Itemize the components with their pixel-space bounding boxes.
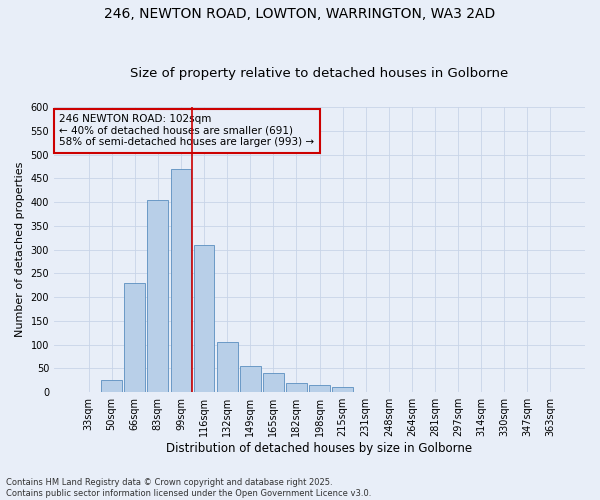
- Bar: [148, 200, 168, 392]
- Y-axis label: Number of detached properties: Number of detached properties: [15, 162, 25, 338]
- Text: Contains HM Land Registry data © Crown copyright and database right 2025.
Contai: Contains HM Land Registry data © Crown c…: [6, 478, 371, 498]
- Text: 246, NEWTON ROAD, LOWTON, WARRINGTON, WA3 2AD: 246, NEWTON ROAD, LOWTON, WARRINGTON, WA…: [104, 8, 496, 22]
- Bar: [101, 380, 122, 392]
- Bar: [217, 342, 238, 392]
- X-axis label: Distribution of detached houses by size in Golborne: Distribution of detached houses by size …: [166, 442, 473, 455]
- Title: Size of property relative to detached houses in Golborne: Size of property relative to detached ho…: [130, 66, 509, 80]
- Bar: [170, 169, 191, 392]
- Bar: [240, 366, 260, 392]
- Bar: [309, 385, 330, 392]
- Bar: [194, 245, 214, 392]
- Text: 246 NEWTON ROAD: 102sqm
← 40% of detached houses are smaller (691)
58% of semi-d: 246 NEWTON ROAD: 102sqm ← 40% of detache…: [59, 114, 314, 148]
- Bar: [263, 373, 284, 392]
- Bar: [286, 382, 307, 392]
- Bar: [332, 388, 353, 392]
- Bar: [124, 283, 145, 392]
